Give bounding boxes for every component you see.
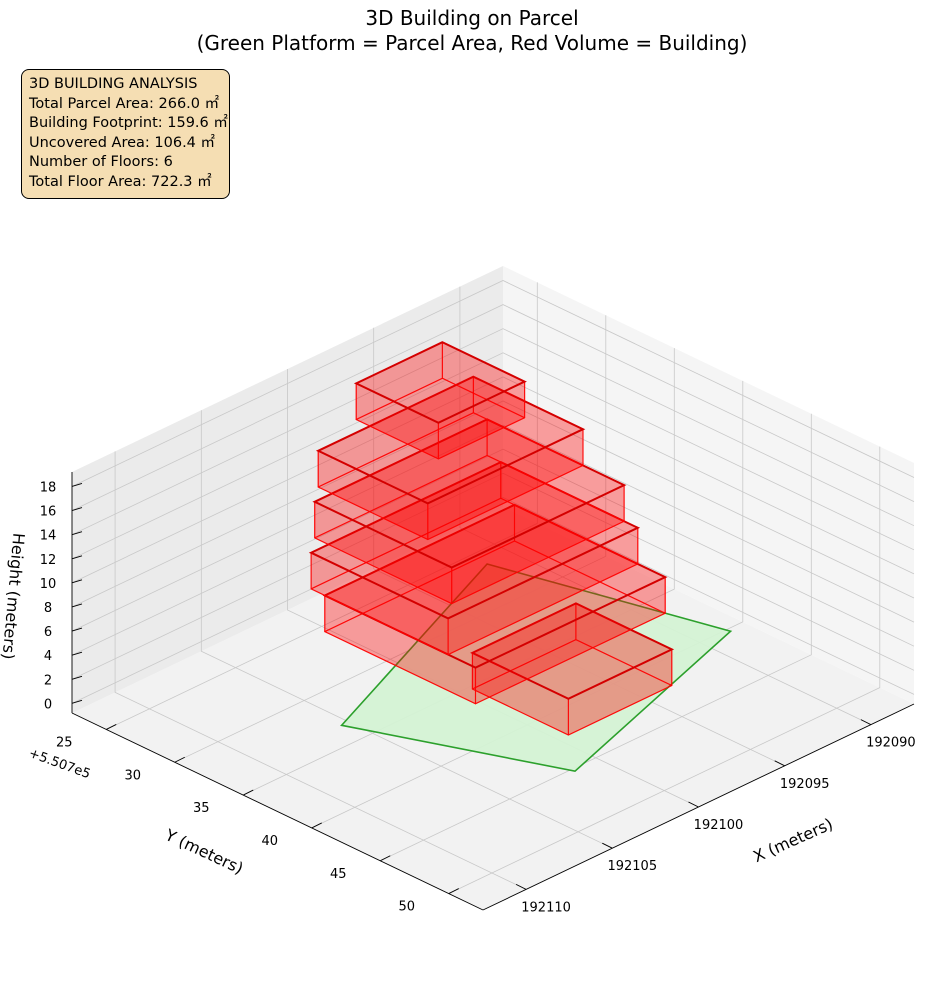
z-tick-label: 16 xyxy=(40,505,57,520)
z-tick-label: 12 xyxy=(40,553,57,568)
info-heading: 3D BUILDING ANALYSIS xyxy=(29,76,198,92)
grid-line-x xyxy=(200,410,613,849)
grid-line-y xyxy=(448,446,881,894)
grid-line-y xyxy=(106,282,538,730)
x-axis-label: X (meters) xyxy=(750,814,835,866)
grid-line-y xyxy=(380,413,812,862)
z-tick-label: 14 xyxy=(40,529,57,544)
analysis-info-box: 3D BUILDING ANALYSIS Total Parcel Area: … xyxy=(21,69,230,199)
y-tick-mark xyxy=(448,888,459,894)
grid-line-z xyxy=(71,304,915,511)
grid-line-x xyxy=(114,451,527,890)
y-tick-mark xyxy=(106,724,117,730)
z-tick-mark xyxy=(71,555,83,560)
y-tick-mark xyxy=(311,822,322,829)
parcel-platform xyxy=(340,563,733,773)
x-tick-label: 192095 xyxy=(780,777,830,792)
y-tick-label: 25 xyxy=(56,735,73,750)
y-tick-label: 30 xyxy=(124,768,141,783)
x-tick-label: 192100 xyxy=(694,818,744,833)
y-tick-label: 35 xyxy=(193,801,210,816)
grid-line-y xyxy=(174,315,607,763)
x-tick-mark xyxy=(774,760,785,767)
x-tick-mark xyxy=(860,719,872,726)
x-tick-label: 192105 xyxy=(607,859,657,874)
grid-line-z xyxy=(71,328,915,536)
floor-top-edge xyxy=(353,341,527,424)
y-tick-mark xyxy=(243,789,254,796)
grid-line-z xyxy=(71,496,915,704)
y-tick-label: 45 xyxy=(330,867,347,882)
y-offset-label: +5.507e5 xyxy=(27,746,93,782)
info-parcel-area: Total Parcel Area: 266.0 ㎡ xyxy=(29,95,220,112)
x-tick-label: 192110 xyxy=(521,900,571,915)
z-tick-mark xyxy=(71,603,83,608)
floor-1 xyxy=(470,602,675,736)
z-tick-mark xyxy=(71,579,83,584)
y-tick-label: 50 xyxy=(398,900,415,915)
y-tick-mark xyxy=(174,756,185,763)
y-tick-mark xyxy=(380,855,391,862)
parcel-area xyxy=(340,563,733,773)
grid-line-z xyxy=(71,424,915,632)
floor-5 xyxy=(315,375,586,541)
z-tick-label: 0 xyxy=(44,697,52,712)
floor-4 xyxy=(312,418,627,605)
z-tick-label: 10 xyxy=(40,577,57,592)
y-axis-label: Y (meters) xyxy=(161,825,246,878)
z-axis-label: Height (meters) xyxy=(0,532,28,660)
building-floors xyxy=(308,341,675,736)
x-tick-mark xyxy=(602,842,613,849)
x-tick-mark xyxy=(688,801,699,808)
z-tick-mark xyxy=(71,627,83,632)
x-tick-mark xyxy=(515,883,527,890)
info-total-floor-area: Total Floor Area: 722.3 ㎡ xyxy=(29,173,212,190)
grid-line-x xyxy=(459,286,872,725)
floor-6 xyxy=(353,341,527,460)
floor-3 xyxy=(308,460,641,656)
chart-subtitle: (Green Platform = Parcel Area, Red Volum… xyxy=(196,31,748,55)
z-tick-mark xyxy=(71,507,83,511)
z-tick-mark xyxy=(71,675,83,680)
y-tick-label: 40 xyxy=(261,834,278,849)
floor-top-edge xyxy=(470,602,675,700)
info-building-footprint: Building Footprint: 159.6 ㎡ xyxy=(29,115,228,132)
z-tick-mark xyxy=(71,483,83,487)
grid-line-z xyxy=(71,352,915,560)
z-tick-mark xyxy=(71,699,83,704)
grid-line-z xyxy=(71,472,915,680)
chart-title: 3D Building on Parcel xyxy=(365,6,579,30)
grid-line-y xyxy=(311,380,744,829)
z-tick-label: 6 xyxy=(44,625,52,640)
x-tick-label: 192090 xyxy=(866,736,916,751)
z-tick-label: 8 xyxy=(44,601,52,616)
grid-line-z xyxy=(71,448,915,656)
floor-2 xyxy=(322,503,668,705)
info-number-of-floors: Number of Floors: 6 xyxy=(29,154,173,171)
z-tick-label: 18 xyxy=(40,480,57,495)
z-tick-mark xyxy=(71,651,83,656)
grid-line-z xyxy=(71,400,915,608)
z-tick-mark xyxy=(71,531,83,536)
z-tick-label: 4 xyxy=(44,649,52,664)
y-axis-line xyxy=(71,712,484,911)
z-tick-label: 2 xyxy=(44,673,52,688)
info-uncovered-area: Uncovered Area: 106.4 ㎡ xyxy=(29,134,216,151)
grid-line-z xyxy=(71,376,915,584)
grid-line-z xyxy=(71,280,915,487)
